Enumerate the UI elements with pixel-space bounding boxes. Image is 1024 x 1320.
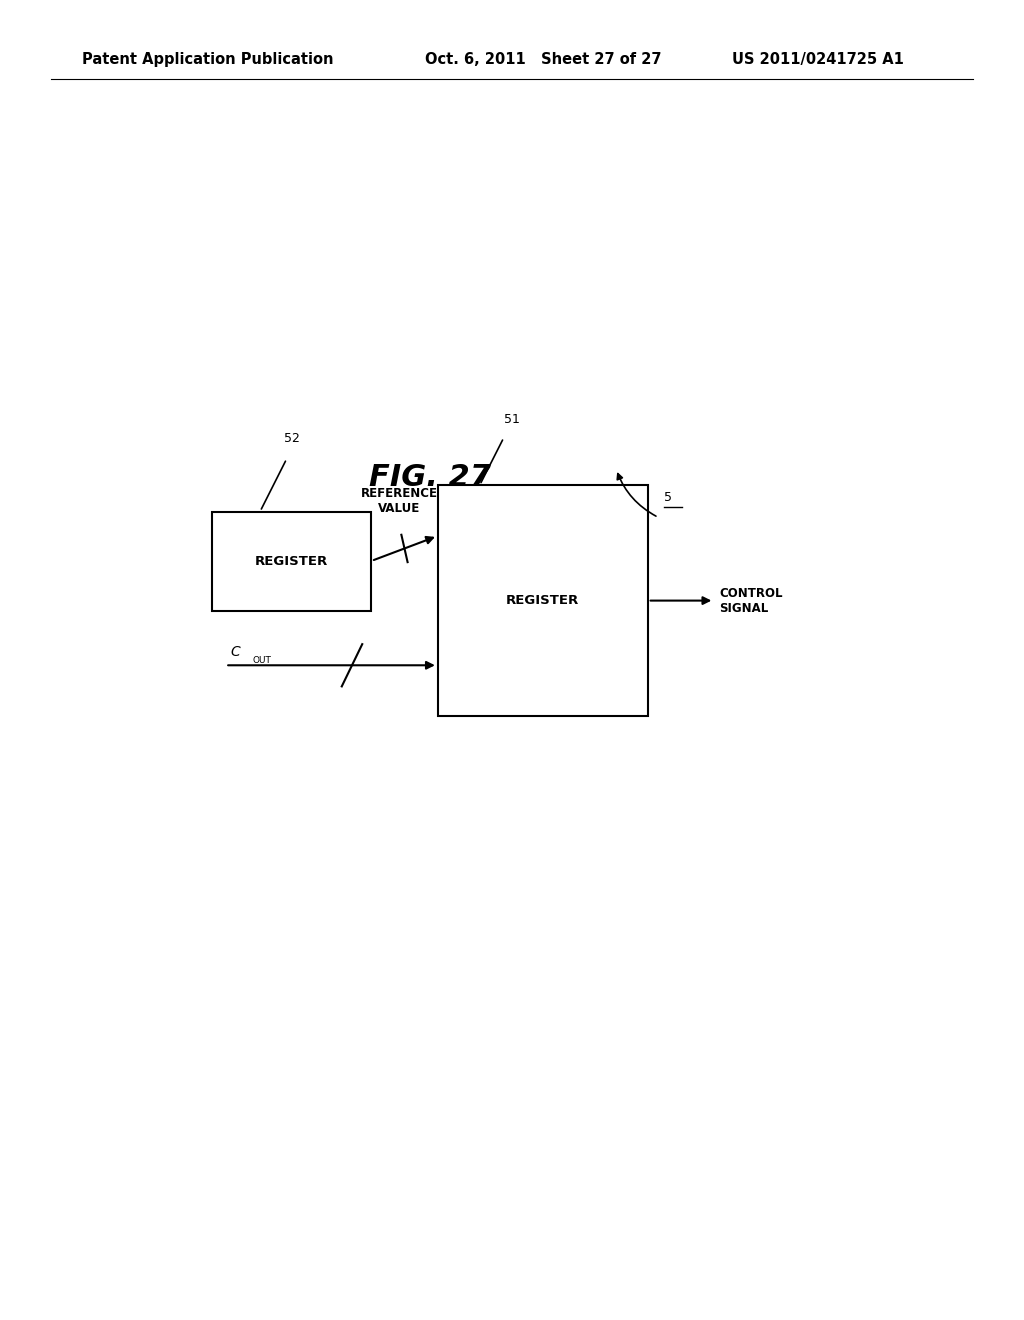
Bar — [212, 511, 371, 610]
Text: CONTROL
SIGNAL: CONTROL SIGNAL — [719, 586, 783, 615]
Text: FIG. 27: FIG. 27 — [369, 463, 492, 492]
Text: 5: 5 — [664, 491, 672, 504]
Text: US 2011/0241725 A1: US 2011/0241725 A1 — [732, 51, 904, 67]
Bar — [438, 484, 648, 715]
Text: Patent Application Publication: Patent Application Publication — [82, 51, 334, 67]
Text: REGISTER: REGISTER — [506, 594, 580, 607]
Text: $C$: $C$ — [230, 644, 242, 659]
Text: 52: 52 — [284, 433, 300, 446]
Text: OUT: OUT — [253, 656, 271, 665]
Text: 51: 51 — [504, 413, 520, 425]
Text: Oct. 6, 2011   Sheet 27 of 27: Oct. 6, 2011 Sheet 27 of 27 — [425, 51, 662, 67]
Text: REFERENCE
VALUE: REFERENCE VALUE — [360, 487, 438, 515]
Text: REGISTER: REGISTER — [255, 554, 329, 568]
